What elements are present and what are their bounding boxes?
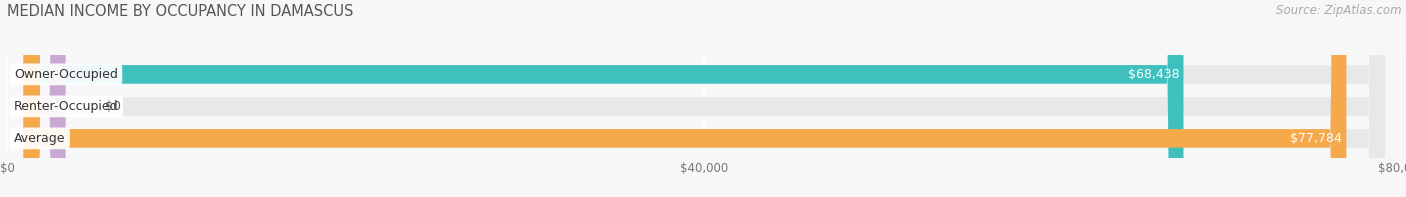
FancyBboxPatch shape [24, 0, 1385, 197]
FancyBboxPatch shape [24, 0, 1347, 197]
FancyBboxPatch shape [24, 0, 1184, 197]
Text: $68,438: $68,438 [1128, 68, 1180, 81]
Text: MEDIAN INCOME BY OCCUPANCY IN DAMASCUS: MEDIAN INCOME BY OCCUPANCY IN DAMASCUS [7, 4, 353, 19]
Text: Source: ZipAtlas.com: Source: ZipAtlas.com [1277, 4, 1402, 17]
FancyBboxPatch shape [24, 0, 66, 197]
Text: $0: $0 [104, 100, 121, 113]
FancyBboxPatch shape [24, 0, 1385, 197]
Text: Average: Average [14, 132, 66, 145]
Text: $77,784: $77,784 [1291, 132, 1343, 145]
Text: Renter-Occupied: Renter-Occupied [14, 100, 118, 113]
FancyBboxPatch shape [24, 0, 1385, 197]
Text: Owner-Occupied: Owner-Occupied [14, 68, 118, 81]
